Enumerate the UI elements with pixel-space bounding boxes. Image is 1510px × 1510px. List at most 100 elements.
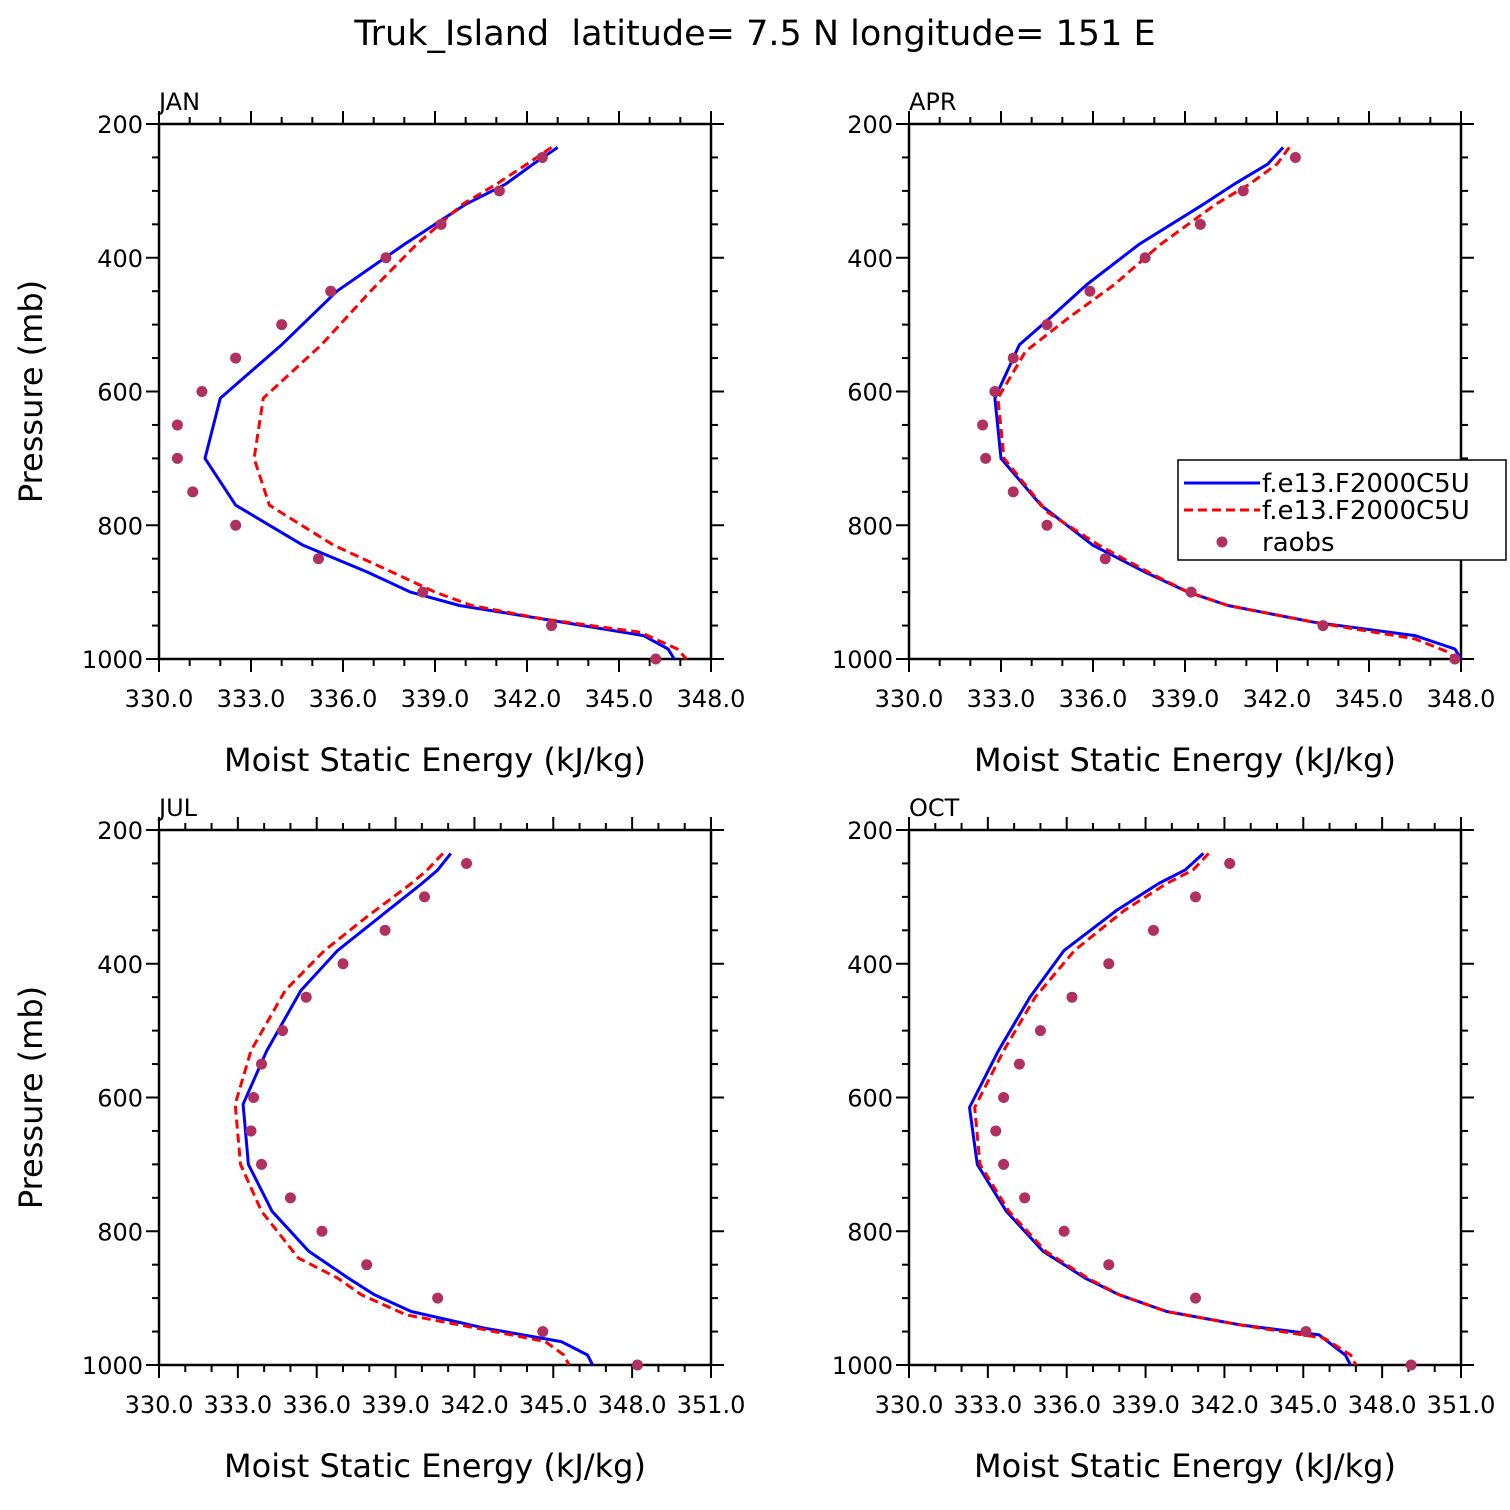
raobs-point [1449,653,1461,665]
x-tick-label: 336.0 [1032,1391,1101,1419]
raobs-point [171,452,183,464]
raobs-point [977,419,989,431]
y-tick-label: 800 [847,512,893,540]
raobs-point [245,1125,257,1137]
x-tick-label: 330.0 [125,685,194,713]
x-tick-label: 339.0 [1151,685,1220,713]
panel-jul: 330.0 333.0 336.0 339.0 342.0 345.0 348.0 351.0… [12,794,745,1485]
x-tick-label: 333.0 [967,685,1036,713]
panel-label: JUL [157,794,198,822]
x-tick-label: 345.0 [519,1391,588,1419]
raobs-point [1289,151,1301,163]
raobs-point [493,185,505,197]
raobs-point [1013,1058,1025,1070]
raobs-point [1007,486,1019,498]
y-tick-label: 200 [847,817,893,845]
raobs-point [1041,519,1053,531]
y-tick-label: 600 [847,1085,893,1113]
raobs-point [277,1025,289,1037]
series-line-model1 [241,852,595,1366]
raobs-point [300,991,312,1003]
x-axis-label: Moist Static Energy (kJ/kg) [974,741,1396,779]
x-tick-label: 336.0 [282,1391,351,1419]
raobs-point [1007,352,1019,364]
raobs-point [631,1359,643,1371]
raobs-point [1185,586,1197,598]
plot-frame [907,828,1463,1367]
y-tick-label: 600 [847,379,893,407]
panel-jan: 330.0 333.0 336.0 339.0 342.0 345.0 348.0 200 40… [12,88,745,779]
x-tick-label: 348.0 [1348,1391,1417,1419]
legend-label: f.e13.F2000C5U [1262,469,1470,499]
raobs-point [1058,1225,1070,1237]
x-tick-label: 345.0 [1269,1391,1338,1419]
x-tick-label: 342.0 [440,1391,509,1419]
series-line-model1 [968,852,1352,1366]
series-line-model2 [996,146,1457,661]
series-line-model2 [252,146,688,661]
series-line-model1 [993,146,1463,660]
y-tick-label: 800 [97,1218,143,1246]
raobs-point [248,1092,260,1103]
raobs-point [380,252,392,264]
raobs-point [1190,891,1202,903]
panel-oct: 330.0 333.0 336.0 339.0 342.0 345.0 348.0 351.0… [832,794,1495,1485]
x-tick-label: 336.0 [1059,685,1128,713]
raobs-point [230,519,242,531]
raobs-point [312,553,324,565]
legend-swatch-raobs [1216,536,1228,548]
panels: 330.0 333.0 336.0 339.0 342.0 345.0 348.0 200 40… [12,88,1507,1485]
raobs-point [537,1326,549,1338]
raobs-point [171,419,183,431]
raobs-point [379,924,391,936]
plot-frame [157,828,713,1367]
x-axis-label: Moist Static Energy (kJ/kg) [974,1447,1396,1485]
x-axis-label: Moist Static Energy (kJ/kg) [224,741,646,779]
x-tick-label: 339.0 [401,685,470,713]
raobs-point [435,218,447,230]
panel-apr: 330.0 333.0 336.0 339.0 342.0 345.0 348.0 200 40… [832,88,1507,779]
raobs-point [256,1058,268,1070]
raobs-point [1224,857,1236,869]
x-tick-label: 348.0 [677,685,746,713]
raobs-point [1099,553,1111,565]
raobs-point [998,1092,1010,1103]
raobs-point [536,151,548,163]
y-tick-label: 800 [847,1218,893,1246]
raobs-point [432,1292,444,1304]
legend-label: f.e13.F2000C5U [1262,496,1470,526]
x-tick-label: 351.0 [1427,1391,1496,1419]
x-tick-label: 345.0 [1335,685,1404,713]
x-tick-label: 339.0 [361,1391,430,1419]
y-tick-label: 200 [847,111,893,139]
y-tick-label: 400 [847,245,893,273]
raobs-point [325,285,337,297]
y-tick-label: 400 [97,245,143,273]
x-tick-label: 342.0 [1190,1391,1259,1419]
x-tick-label: 333.0 [953,1391,1022,1419]
raobs-point [1103,958,1115,970]
raobs-point [461,857,473,869]
raobs-point [989,386,1001,397]
x-tick-label: 330.0 [125,1391,194,1419]
x-tick-label: 342.0 [493,685,562,713]
x-tick-label: 342.0 [1243,685,1312,713]
panel-label: APR [909,88,957,116]
raobs-point [337,958,349,970]
raobs-point [256,1158,268,1170]
x-tick-label: 333.0 [203,1391,272,1419]
raobs-point [1300,1326,1312,1338]
raobs-point [361,1259,373,1271]
raobs-point [230,352,242,364]
x-tick-label: 339.0 [1111,1391,1180,1419]
raobs-point [284,1192,296,1204]
y-tick-label: 1000 [832,646,893,674]
y-tick-label: 200 [97,817,143,845]
raobs-point [1237,185,1249,197]
raobs-point [417,586,429,598]
raobs-point [1405,1359,1417,1371]
y-tick-label: 400 [847,951,893,979]
raobs-point [650,653,662,665]
y-tick-label: 800 [97,512,143,540]
raobs-point [1139,252,1151,264]
